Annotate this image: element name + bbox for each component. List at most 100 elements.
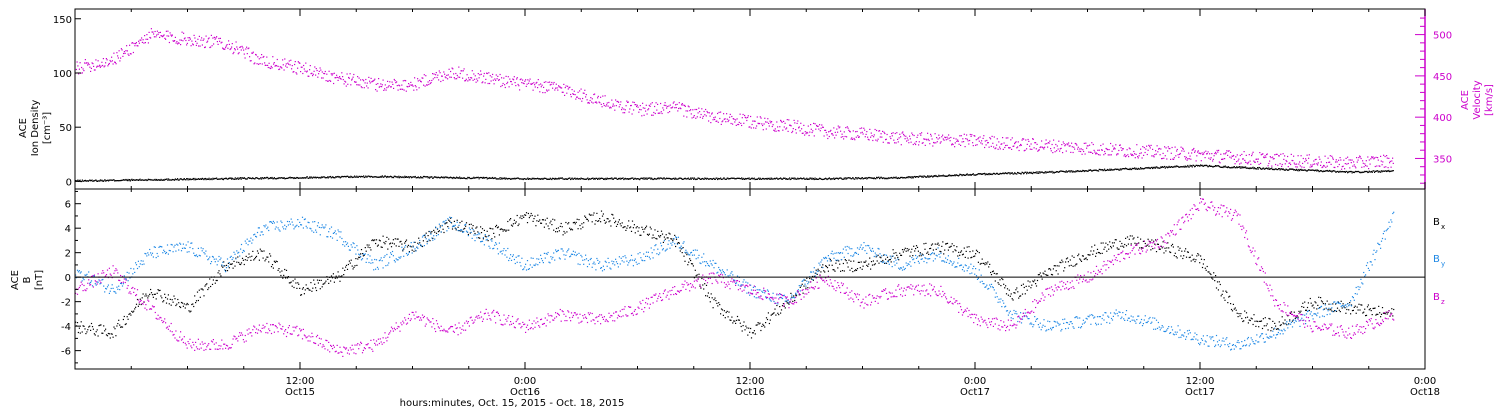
series-right-1-point (850, 138, 852, 140)
series-left-0-point (1011, 172, 1013, 174)
series-left-0-point (1180, 166, 1182, 168)
series-right-1-point (1173, 157, 1175, 159)
series-bx-point (1313, 307, 1315, 309)
series-right-1-point (642, 107, 644, 109)
series-left-0-point (680, 177, 682, 179)
series-left-0-point (226, 178, 228, 180)
series-left-0-point (695, 178, 697, 181)
series-bx-point (253, 259, 255, 261)
series-bx-point (1115, 239, 1117, 241)
series-left-0-point (551, 178, 553, 181)
series-right-1-point (96, 65, 98, 67)
series-right-1-point (157, 33, 159, 35)
series-right-1-point (897, 138, 899, 140)
series-left-0-point (385, 176, 387, 178)
series-bx-point (312, 287, 314, 289)
series-left-0-point (811, 177, 813, 179)
series-right-1-point (1389, 162, 1391, 164)
series-bx-point (803, 285, 805, 287)
series-right-1-point (756, 125, 758, 127)
series-bx-point (1145, 245, 1147, 247)
series-bx-point (550, 220, 552, 222)
series-right-1-point (160, 35, 162, 37)
series-bx-point (317, 282, 319, 284)
series-left-0-point (1192, 164, 1194, 166)
series-bx-point (320, 279, 322, 281)
series-right-1-point (1020, 144, 1022, 146)
series-left-0-point (129, 179, 131, 181)
series-right-1-point (837, 131, 839, 133)
series-left-0-point (420, 176, 422, 178)
series-right-1-point (1200, 160, 1202, 162)
series-right-1-point (498, 79, 500, 81)
series-right-1-point (1194, 150, 1196, 152)
series-right-1-point (805, 133, 807, 135)
series-right-1-point (284, 58, 286, 60)
series-left-0-point (952, 174, 954, 177)
series-bx-point (656, 238, 658, 240)
series-left-0-point (862, 178, 864, 180)
series-right-1-point (738, 123, 740, 126)
series-right-1-point (792, 130, 794, 132)
series-left-0-point (1140, 168, 1142, 170)
series-left-0-point (173, 179, 175, 181)
series-right-1-point (902, 131, 904, 133)
density-axis-tick-label: 100 (53, 69, 72, 80)
series-right-1-point (1008, 147, 1010, 149)
series-left-0-point (555, 177, 557, 179)
series-right-1-point (889, 136, 891, 138)
series-bx-point (234, 265, 236, 267)
series-bx-point (1116, 247, 1118, 249)
series-left-0-point (456, 177, 458, 179)
series-left-0-point (1193, 164, 1195, 167)
series-left-0-point (199, 178, 201, 180)
series-right-1-point (1005, 144, 1007, 147)
series-left-0-point (1243, 166, 1245, 168)
series-left-0-point (419, 177, 421, 179)
series-right-1-point (126, 50, 128, 52)
series-bx-point (1361, 304, 1363, 306)
series-right-1-point (280, 66, 282, 68)
series-left-0-point (114, 180, 116, 182)
series-left-0-point (392, 176, 394, 178)
series-right-1-point (875, 139, 877, 141)
series-bx-point (530, 212, 532, 215)
series-left-0-point (105, 180, 107, 182)
series-bx-point (897, 256, 899, 258)
series-left-0-point (881, 177, 883, 179)
series-right-1-point (424, 85, 426, 87)
series-left-0-point (561, 177, 563, 179)
series-right-1-point (1239, 163, 1241, 165)
series-right-1-point (263, 55, 265, 58)
series-bx-point (1171, 243, 1174, 245)
series-left-0-point (612, 178, 614, 180)
series-left-0-point (360, 175, 362, 177)
series-bx-point (932, 249, 934, 251)
series-left-0-point (749, 178, 751, 180)
series-left-0-point (711, 178, 713, 180)
series-left-0-point (1329, 170, 1331, 172)
series-left-0-point (899, 177, 901, 179)
series-right-1-point (1138, 155, 1140, 157)
series-left-0-point (378, 176, 380, 178)
series-left-0-point (220, 178, 222, 180)
series-right-1-point (1078, 150, 1080, 152)
series-right-1-point (279, 66, 281, 68)
series-bx-point (1258, 326, 1260, 328)
series-left-0-point (964, 174, 966, 176)
series-bx-point (703, 288, 705, 290)
series-bx-point (447, 226, 449, 228)
series-right-1-point (632, 101, 634, 103)
series-right-1-point (471, 70, 473, 72)
series-right-1-point (444, 73, 446, 75)
series-bx-point (712, 307, 714, 309)
series-right-1-point (568, 87, 570, 89)
series-bx-point (495, 224, 498, 226)
series-left-0-point (174, 179, 176, 181)
series-right-1-point (137, 45, 139, 47)
series-left-0-point (605, 177, 607, 179)
series-right-1-point (1251, 155, 1253, 157)
series-left-0-point (1224, 165, 1226, 167)
series-bx-point (942, 241, 944, 243)
series-bx-point (1350, 313, 1352, 315)
